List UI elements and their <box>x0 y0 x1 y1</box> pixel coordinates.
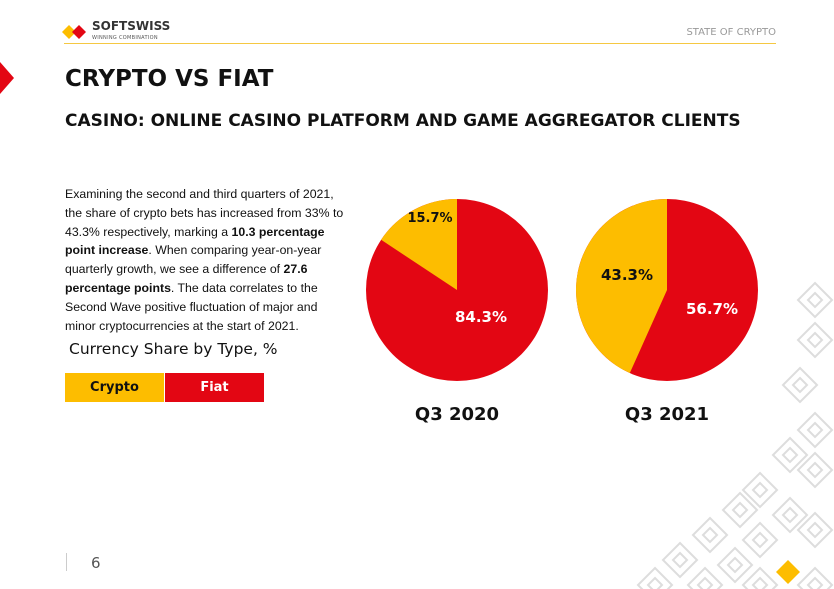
page-number: 6 <box>91 554 101 572</box>
legend-crypto: Crypto <box>65 373 164 403</box>
softswiss-logo-icon <box>62 25 86 39</box>
data-label-fiat: 56.7% <box>686 300 738 318</box>
diamond-pattern-decoration <box>636 281 834 589</box>
legend: Crypto Fiat <box>65 373 345 403</box>
brand-name: SOFTSWISS <box>92 19 171 33</box>
text: . The data correlates to the Second Wave… <box>65 280 318 333</box>
header-divider <box>64 43 776 44</box>
legend-fiat: Fiat <box>165 373 264 403</box>
body-paragraph: Examining the second and third quarters … <box>65 185 345 335</box>
pie-label-q3-2021: Q3 2021 <box>624 404 710 425</box>
data-label-crypto: 15.7% <box>407 211 452 226</box>
bold-text: 10.3 percentage point increase <box>65 224 325 258</box>
pie-slice-crypto <box>576 199 667 374</box>
data-label-fiat: 84.3% <box>455 308 507 326</box>
text: . When comparing year-on-year quarterly … <box>65 243 322 277</box>
pie-slice-crypto <box>381 199 457 290</box>
page-subtitle: CASINO: ONLINE CASINO PLATFORM AND GAME … <box>65 111 741 131</box>
red-corner-shape <box>0 62 14 94</box>
data-label-crypto: 43.3% <box>601 266 653 284</box>
brand-tagline: WINNING COMBINATION <box>92 35 158 41</box>
pie-label-q3-2020: Q3 2020 <box>414 404 500 425</box>
text: Examining the second and third quarters … <box>65 187 344 239</box>
bold-text: 27.6 percentage points <box>65 262 308 295</box>
page-divider <box>66 553 67 571</box>
section-label: STATE OF CRYPTO <box>686 27 776 38</box>
chart-title: Currency Share by Type, % <box>69 340 278 359</box>
left-column: Examining the second and third quarters … <box>65 185 345 403</box>
yellow-diamond-decoration <box>776 560 800 584</box>
page-title: CRYPTO VS FIAT <box>65 66 274 92</box>
